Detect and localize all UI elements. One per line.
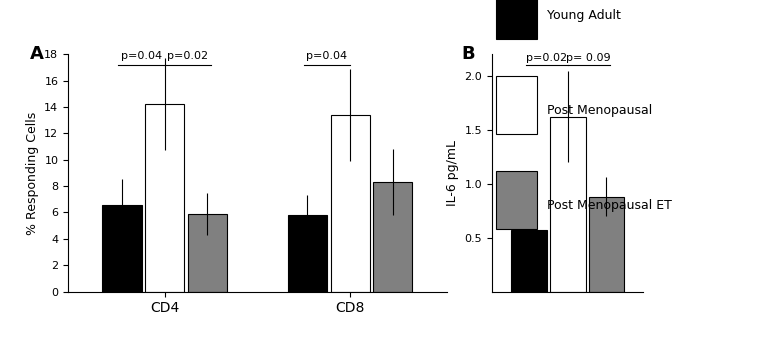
Bar bbox=[145, 104, 184, 292]
Text: B: B bbox=[462, 45, 475, 63]
Text: p=0.04: p=0.04 bbox=[121, 52, 162, 61]
Text: Post Menopausal: Post Menopausal bbox=[547, 104, 652, 117]
Bar bbox=[589, 197, 625, 292]
Text: Young Adult: Young Adult bbox=[547, 9, 621, 22]
Bar bbox=[102, 204, 142, 292]
Text: p=0.04: p=0.04 bbox=[307, 52, 347, 61]
Y-axis label: % Responding Cells: % Responding Cells bbox=[26, 111, 39, 235]
Bar bbox=[188, 214, 227, 292]
Bar bbox=[331, 115, 369, 292]
Bar bbox=[288, 215, 327, 292]
Text: p=0.02: p=0.02 bbox=[167, 52, 208, 61]
Bar bbox=[511, 230, 547, 292]
Text: p=0.02: p=0.02 bbox=[526, 54, 567, 63]
Y-axis label: IL-6 pg/mL: IL-6 pg/mL bbox=[446, 140, 459, 206]
Bar bbox=[373, 182, 413, 292]
Bar bbox=[550, 117, 586, 292]
Text: p= 0.09: p= 0.09 bbox=[566, 54, 611, 63]
Text: A: A bbox=[30, 45, 44, 63]
Text: Post Menopausal ET: Post Menopausal ET bbox=[547, 199, 671, 212]
